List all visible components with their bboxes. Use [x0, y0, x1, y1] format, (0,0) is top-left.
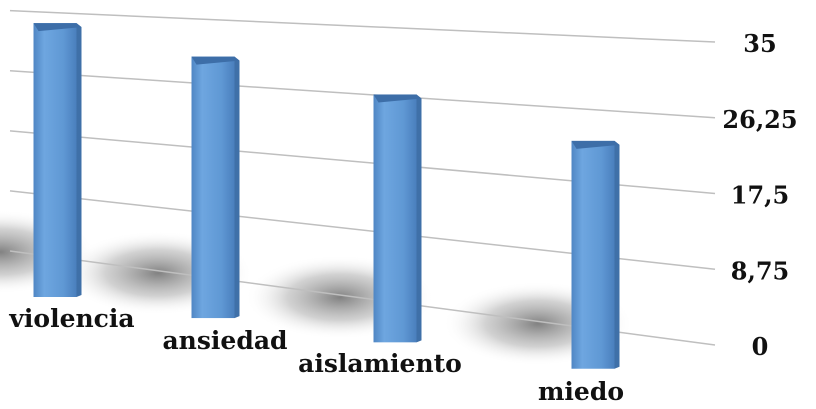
category-label: violencia [8, 304, 134, 333]
bar-aislamiento [373, 94, 422, 343]
category-label: miedo [538, 377, 624, 406]
bar-top [191, 56, 240, 65]
bar-ansiedad [191, 56, 240, 319]
gridline [9, 9, 716, 43]
y-tick-label: 17,5 [731, 181, 789, 210]
y-axis-ticks: 0 8,75 17,5 26,25 35 [722, 29, 797, 361]
bar-side [76, 23, 82, 298]
y-tick-label: 26,25 [722, 105, 797, 134]
bar-top [571, 140, 620, 149]
bar-violencia [33, 23, 82, 298]
bar-miedo [571, 140, 620, 369]
bar-side [416, 94, 422, 343]
y-tick-label: 35 [743, 29, 776, 58]
bar-side [614, 140, 620, 369]
y-tick-label: 0 [752, 332, 769, 361]
bar-front [33, 23, 77, 298]
bar-shadows [0, 210, 633, 366]
bar-front [571, 140, 615, 369]
category-labels: violencia ansiedad aislamiento miedo [8, 304, 624, 406]
bar-front [191, 56, 235, 319]
bar-top [33, 23, 82, 32]
bar-side [234, 56, 240, 319]
category-label: aislamiento [298, 349, 462, 378]
bars [33, 23, 620, 369]
bar-top [373, 94, 422, 103]
y-tick-label: 8,75 [731, 256, 789, 285]
category-label: ansiedad [162, 326, 287, 355]
bar-front [373, 94, 417, 343]
gridline [9, 70, 716, 119]
